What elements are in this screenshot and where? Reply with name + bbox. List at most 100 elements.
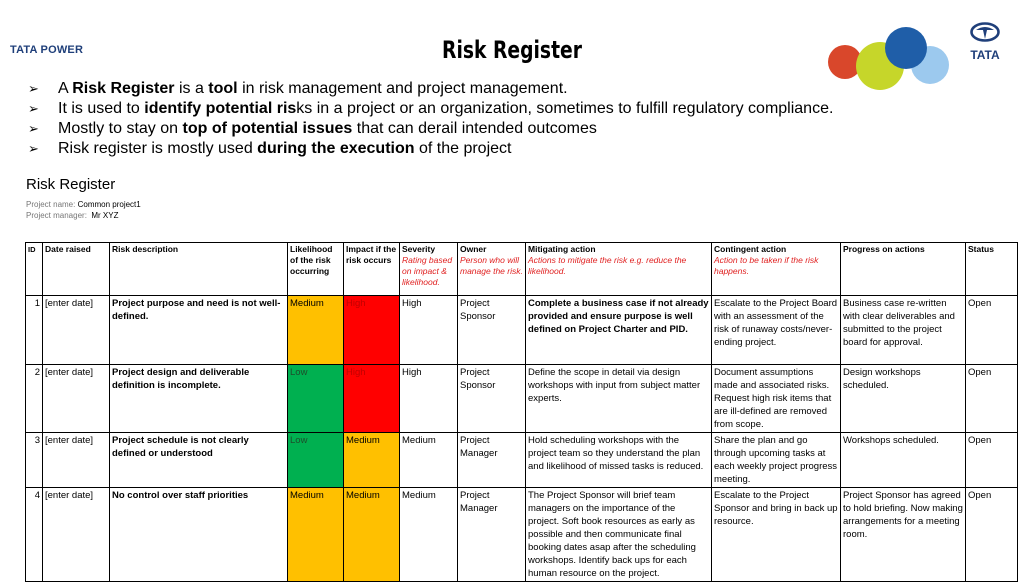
col-contingent-action: Contingent action Action to be taken if t…: [711, 242, 841, 296]
row-progress: Business case re-written with clear deli…: [840, 295, 966, 365]
row-description: Project design and deliverable definitio…: [109, 364, 288, 433]
row-owner: Project Sponsor: [457, 364, 526, 433]
bullet-text: of the project: [414, 140, 512, 157]
row-mitigating: Hold scheduling workshops with the proje…: [525, 432, 712, 488]
row-owner: Project Manager: [457, 487, 526, 582]
row-mitigating: The Project Sponsor will brief team mana…: [525, 487, 712, 582]
blue-circle: [885, 27, 927, 69]
row-severity: High: [399, 364, 458, 433]
row-severity: Medium: [399, 487, 458, 582]
col-severity: Severity Rating based on impact & likelih…: [399, 242, 458, 296]
bullet-text: A: [58, 80, 73, 97]
bullet-text: Risk register is mostly used: [58, 140, 258, 157]
register-heading: Risk Register: [26, 176, 116, 193]
col-id: ID: [25, 242, 43, 296]
table-row: 2 [enter date] Project design and delive…: [25, 364, 1018, 433]
row-id: 2: [25, 364, 43, 433]
col-impact: Impact if the risk occurs: [343, 242, 400, 296]
row-id: 4: [25, 487, 43, 582]
row-status: Open: [965, 364, 1018, 433]
bullet-text: Mostly to stay on: [58, 120, 183, 137]
intro-bullets: ➢ A Risk Register is a tool in risk manag…: [28, 79, 1008, 159]
col-likelihood: Likelihood of the risk occurring: [287, 242, 344, 296]
col-status: Status: [965, 242, 1018, 296]
bullet-item: ➢ It is used to identify potential risks …: [28, 99, 1008, 119]
row-status: Open: [965, 295, 1018, 365]
row-description: No control over staff priorities: [109, 487, 288, 582]
row-mitigating: Define the scope in detail via design wo…: [525, 364, 712, 433]
bullet-bold: tool: [208, 80, 238, 97]
logo-suffix: POWER: [37, 44, 84, 56]
row-progress: Project Sponsor has agreed to hold brief…: [840, 487, 966, 582]
bullet-text: that can derail intended outcomes: [352, 120, 597, 137]
row-date: [enter date]: [42, 295, 110, 365]
bullet-item: ➢ A Risk Register is a tool in risk manag…: [28, 79, 1008, 99]
row-likelihood: Medium: [287, 487, 344, 582]
arrow-bullet-icon: ➢: [28, 122, 39, 137]
page-title: Risk Register: [442, 36, 582, 64]
table-row: 1 [enter date] Project purpose and need …: [25, 295, 1018, 365]
row-likelihood: Low: [287, 364, 344, 433]
bullet-bold: top of potential issues: [182, 120, 353, 137]
row-impact: Medium: [343, 432, 400, 488]
tata-power-logo: TATA POWER: [10, 44, 83, 56]
row-progress: Workshops scheduled.: [840, 432, 966, 488]
row-likelihood: Low: [287, 432, 344, 488]
severity-subheader: Rating based on impact & likelihood.: [402, 255, 453, 287]
bullet-bold: identify potential ris: [144, 100, 297, 117]
col-risk-description: Risk description: [109, 242, 288, 296]
row-severity: Medium: [399, 432, 458, 488]
table-row: 3 [enter date] Project schedule is not c…: [25, 432, 1018, 488]
tata-logo-word: TATA: [970, 48, 1000, 62]
bullet-text: is a: [174, 80, 209, 97]
row-status: Open: [965, 487, 1018, 582]
row-mitigating: Complete a business case if not already …: [525, 295, 712, 365]
row-date: [enter date]: [42, 487, 110, 582]
project-name-line: Project name: Common project1: [26, 200, 141, 209]
row-impact: Medium: [343, 487, 400, 582]
arrow-bullet-icon: ➢: [28, 82, 39, 97]
row-id: 3: [25, 432, 43, 488]
project-manager-line: Project manager: Mr XYZ: [26, 211, 118, 220]
mitigating-subheader: Actions to mitigate the risk e.g. reduce…: [528, 255, 687, 276]
row-progress: Design workshops scheduled.: [840, 364, 966, 433]
row-owner: Project Sponsor: [457, 295, 526, 365]
owner-header: Owner: [460, 244, 487, 254]
row-description: Project schedule is not clearly defined …: [109, 432, 288, 488]
bullet-item: ➢ Mostly to stay on top of potential issu…: [28, 119, 1008, 139]
owner-subheader: Person who will manage the risk.: [460, 255, 523, 276]
row-contingent: Escalate to the Project Sponsor and brin…: [711, 487, 841, 582]
contingent-subheader: Action to be taken if the risk happens.: [714, 255, 819, 276]
row-status: Open: [965, 432, 1018, 488]
bullet-text: in risk management and project managemen…: [237, 80, 568, 97]
bullet-bold: Risk Register: [72, 80, 175, 97]
row-likelihood: Medium: [287, 295, 344, 365]
risk-register-table: ID Date raised Risk description Likeliho…: [25, 242, 1018, 582]
tata-emblem-icon: [970, 22, 1000, 42]
row-contingent: Share the plan and go through upcoming t…: [711, 432, 841, 488]
project-name-label: Project name:: [26, 200, 76, 209]
col-progress: Progress on actions: [840, 242, 966, 296]
severity-header: Severity: [402, 244, 436, 254]
row-date: [enter date]: [42, 432, 110, 488]
bullet-text: ks in a project or an organization, some…: [296, 100, 834, 117]
arrow-bullet-icon: ➢: [28, 102, 39, 117]
row-contingent: Escalate to the Project Board with an as…: [711, 295, 841, 365]
decorative-circles: [825, 24, 955, 94]
row-contingent: Document assumptions made and associated…: [711, 364, 841, 433]
table-row: 4 [enter date] No control over staff pri…: [25, 487, 1018, 582]
table-header-row: ID Date raised Risk description Likeliho…: [25, 242, 1018, 296]
arrow-bullet-icon: ➢: [28, 142, 39, 157]
row-date: [enter date]: [42, 364, 110, 433]
logo-brand: TATA: [10, 44, 38, 56]
col-date-raised: Date raised: [42, 242, 110, 296]
col-mitigating-action: Mitigating action Actions to mitigate the…: [525, 242, 712, 296]
row-description: Project purpose and need is not well-def…: [109, 295, 288, 365]
col-owner: Owner Person who will manage the risk.: [457, 242, 526, 296]
project-manager-label: Project manager:: [26, 211, 87, 220]
row-impact: High: [343, 295, 400, 365]
contingent-header: Contingent action: [714, 244, 787, 254]
row-impact: High: [343, 364, 400, 433]
row-id: 1: [25, 295, 43, 365]
project-name-value: Common project1: [77, 200, 141, 209]
